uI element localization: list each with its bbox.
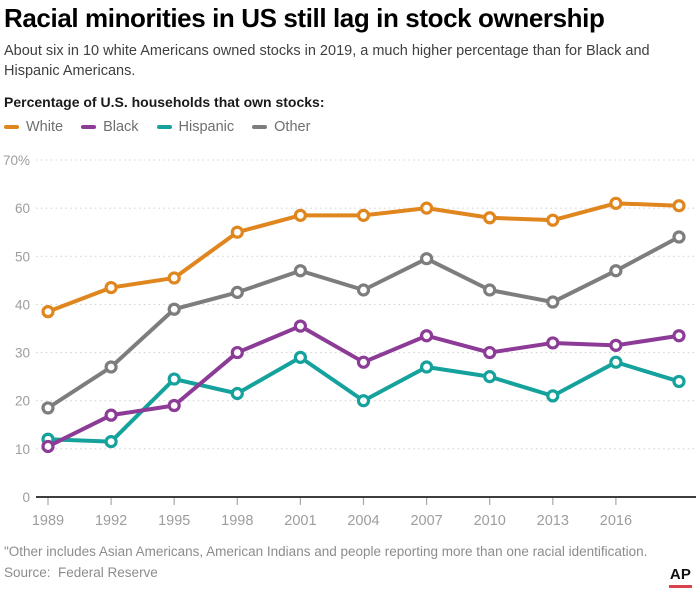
ap-underline [669,585,692,588]
x-axis-label: 2004 [347,513,379,529]
data-point-black-2013 [546,336,560,350]
data-point-hispanic-2016 [609,355,623,369]
y-axis-label: 70% [3,153,30,168]
data-point-other-2016 [609,264,623,278]
ap-logo-text: AP [669,566,692,583]
x-axis-label: 2010 [474,513,506,529]
x-axis-label: 1992 [95,513,127,529]
data-point-white-2007 [420,201,434,215]
data-point-hispanic-1992 [104,435,118,449]
y-axis-label: 0 [22,490,30,505]
data-point-black-2007 [420,329,434,343]
y-axis-label: 10 [15,442,30,457]
legend-item-black: Black [81,119,139,135]
legend-label: Black [103,119,139,135]
x-axis-label: 1998 [221,513,253,529]
legend-item-white: White [4,119,63,135]
data-point-other-1992 [104,360,118,374]
data-point-black-1998 [230,345,244,360]
legend-label: Other [274,119,311,135]
y-axis-label: 30 [15,346,30,361]
x-axis-label: 2001 [284,513,316,529]
series-line-black [46,324,681,449]
chart-subtitle: About six in 10 white Americans owned st… [4,43,650,79]
data-point-other-1989 [41,401,55,415]
x-axis-label: 2013 [537,513,569,529]
data-point-black-2016 [609,338,623,352]
line-chart: 0 10 20 30 40 50 60 70% 1989 1992 1995 1998 2001 2004… [3,153,697,529]
legend-dash-icon [252,124,268,130]
x-axis-label: 1995 [158,513,190,529]
data-point-other-2001 [293,264,307,278]
legend-item-other: Other [252,119,310,135]
axis-caption: Percentage of U.S. households that own s… [4,94,325,110]
data-point-white-1992 [104,280,118,295]
legend-item-hispanic: Hispanic [156,119,235,135]
series-line-other [46,235,681,410]
data-point-hispanic-2010 [483,370,497,384]
legend-dash-icon [81,124,97,130]
footnote: "Other includes Asian Americans, America… [4,544,648,559]
data-point-black-2019 [672,329,686,343]
chart-title: Racial minorities in US still lag in sto… [4,3,605,33]
legend-dash-icon [4,124,19,130]
data-point-hispanic-2013 [546,389,560,403]
ap-logo: AP [669,566,692,588]
data-point-hispanic-2004 [356,394,371,408]
x-axis-label: 1989 [32,513,64,529]
data-point-black-2010 [483,345,497,360]
data-point-other-2004 [356,283,371,297]
data-point-hispanic-1995 [167,372,181,386]
data-point-white-1989 [41,305,55,319]
y-axis-label: 20 [15,394,30,409]
data-point-hispanic-2007 [420,360,434,374]
data-point-white-1998 [230,225,244,239]
data-point-black-1992 [104,408,118,422]
data-point-hispanic-2001 [293,350,307,364]
data-point-hispanic-2019 [672,374,686,389]
legend-label: White [26,119,64,135]
data-point-other-2010 [483,283,497,297]
x-axis-label: 2007 [410,513,442,529]
source-line: Source: Federal Reserve [4,565,158,580]
data-point-other-2019 [672,230,686,244]
data-point-black-2004 [356,355,371,369]
data-point-white-1995 [167,271,181,285]
data-point-other-1998 [230,285,244,299]
data-point-white-2019 [672,199,686,213]
x-axis-label: 2016 [600,513,632,529]
data-point-other-1995 [167,302,181,316]
data-point-black-1989 [41,439,55,454]
data-point-white-2010 [483,211,497,225]
data-point-black-1995 [167,398,181,413]
data-point-other-2013 [546,295,560,309]
y-axis-label: 50 [15,249,30,264]
data-point-other-2007 [420,252,434,266]
y-axis-label: 40 [15,297,30,312]
legend-dash-icon [156,124,172,130]
y-axis-label: 60 [15,201,30,216]
legend: White Black Hispanic Other [4,119,328,135]
data-point-white-2004 [356,208,371,222]
data-point-white-2001 [293,208,307,222]
data-point-black-2001 [293,319,307,333]
legend-label: Hispanic [178,119,235,135]
data-point-hispanic-1998 [230,386,244,401]
data-point-white-2013 [546,213,560,227]
data-point-white-2016 [609,196,623,210]
